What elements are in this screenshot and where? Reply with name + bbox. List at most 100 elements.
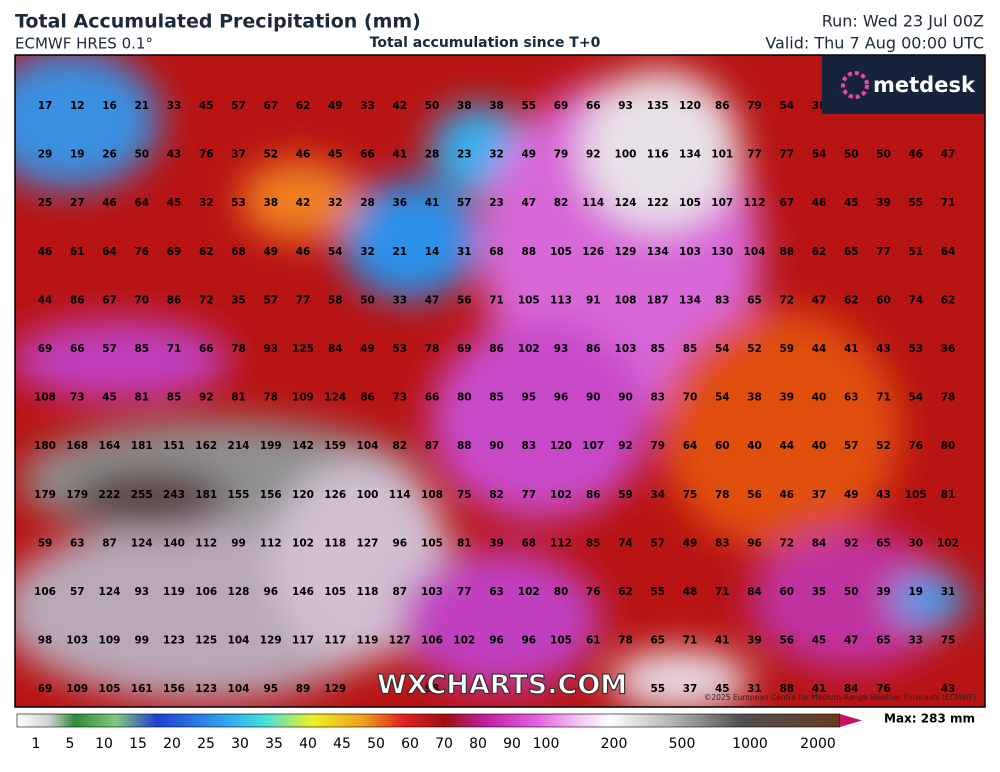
grid-value: 127 bbox=[389, 635, 411, 647]
grid-value: 73 bbox=[70, 392, 85, 404]
grid-value: 76 bbox=[876, 683, 891, 695]
grid-value: 59 bbox=[38, 537, 53, 549]
grid-value: 77 bbox=[779, 149, 794, 161]
grid-value: 129 bbox=[324, 683, 346, 695]
grid-value: 42 bbox=[392, 100, 407, 112]
grid-value: 62 bbox=[199, 246, 214, 258]
grid-value: 124 bbox=[99, 586, 121, 598]
grid-value: 112 bbox=[744, 197, 766, 209]
grid-value: 60 bbox=[876, 294, 891, 306]
grid-value: 109 bbox=[99, 635, 121, 647]
grid-value: 46 bbox=[296, 246, 311, 258]
grid-value: 45 bbox=[199, 100, 214, 112]
grid-value: 85 bbox=[489, 392, 504, 404]
grid-value: 57 bbox=[650, 537, 665, 549]
colorbar-label: 5 bbox=[66, 736, 75, 752]
grid-value: 214 bbox=[228, 440, 250, 452]
grid-value: 65 bbox=[876, 635, 891, 647]
grid-value: 56 bbox=[779, 635, 794, 647]
grid-value: 51 bbox=[908, 246, 923, 258]
grid-value: 84 bbox=[328, 343, 343, 355]
colorbar-label: 30 bbox=[231, 736, 249, 752]
grid-value: 74 bbox=[908, 294, 923, 306]
grid-value: 96 bbox=[489, 635, 504, 647]
grid-value: 92 bbox=[199, 392, 214, 404]
colorbar-label: 60 bbox=[401, 736, 419, 752]
grid-value: 85 bbox=[586, 537, 601, 549]
grid-value: 62 bbox=[618, 586, 633, 598]
grid-value: 76 bbox=[586, 586, 601, 598]
grid-value: 75 bbox=[457, 489, 472, 501]
grid-value: 45 bbox=[844, 197, 859, 209]
grid-value: 80 bbox=[941, 440, 956, 452]
grid-value: 54 bbox=[715, 392, 730, 404]
grid-value: 156 bbox=[260, 489, 282, 501]
grid-value: 102 bbox=[518, 343, 540, 355]
grid-value: 83 bbox=[715, 537, 730, 549]
grid-value: 79 bbox=[554, 149, 569, 161]
grid-value: 86 bbox=[715, 100, 730, 112]
grid-value: 39 bbox=[747, 635, 762, 647]
grid-value: 56 bbox=[457, 294, 472, 306]
grid-value: 78 bbox=[941, 392, 956, 404]
grid-value: 41 bbox=[392, 149, 407, 161]
grid-value: 78 bbox=[715, 489, 730, 501]
grid-value: 36 bbox=[941, 343, 956, 355]
grid-value: 103 bbox=[679, 246, 701, 258]
grid-value: 134 bbox=[679, 294, 701, 306]
grid-value: 76 bbox=[908, 440, 923, 452]
grid-value: 38 bbox=[263, 197, 278, 209]
grid-value: 36 bbox=[392, 197, 407, 209]
grid-value: 35 bbox=[812, 586, 827, 598]
grid-value: 88 bbox=[779, 683, 794, 695]
grid-value: 66 bbox=[360, 149, 375, 161]
grid-value: 108 bbox=[615, 294, 637, 306]
grid-value: 155 bbox=[228, 489, 250, 501]
grid-value: 89 bbox=[296, 683, 311, 695]
grid-value: 86 bbox=[360, 392, 375, 404]
grid-value: 180 bbox=[34, 440, 56, 452]
grid-value: 55 bbox=[650, 683, 665, 695]
grid-value: 103 bbox=[615, 343, 637, 355]
grid-value: 53 bbox=[392, 343, 407, 355]
grid-value: 72 bbox=[779, 537, 794, 549]
grid-value: 67 bbox=[263, 100, 278, 112]
grid-value: 106 bbox=[34, 586, 56, 598]
grid-value: 52 bbox=[747, 343, 762, 355]
grid-value: 103 bbox=[421, 586, 443, 598]
grid-value: 66 bbox=[70, 343, 85, 355]
grid-value: 44 bbox=[38, 294, 53, 306]
grid-value: 58 bbox=[328, 294, 343, 306]
grid-value: 117 bbox=[292, 635, 314, 647]
grid-value: 50 bbox=[844, 149, 859, 161]
grid-value: 161 bbox=[131, 683, 153, 695]
grid-value: 45 bbox=[328, 149, 343, 161]
grid-value: 67 bbox=[102, 294, 117, 306]
grid-value: 86 bbox=[489, 343, 504, 355]
grid-value: 118 bbox=[357, 586, 379, 598]
grid-value: 95 bbox=[263, 683, 278, 695]
grid-value: 107 bbox=[582, 440, 604, 452]
grid-value: 66 bbox=[586, 100, 601, 112]
grid-value: 62 bbox=[296, 100, 311, 112]
grid-value: 27 bbox=[70, 197, 85, 209]
grid-value: 102 bbox=[292, 537, 314, 549]
grid-value: 39 bbox=[489, 537, 504, 549]
grid-value: 96 bbox=[521, 635, 536, 647]
grid-value: 57 bbox=[70, 586, 85, 598]
grid-value: 123 bbox=[195, 683, 217, 695]
grid-value: 79 bbox=[747, 100, 762, 112]
grid-value: 140 bbox=[163, 537, 185, 549]
grid-value: 87 bbox=[425, 440, 440, 452]
colorbar-label: 2000 bbox=[800, 736, 836, 752]
grid-value: 63 bbox=[70, 537, 85, 549]
grid-value: 86 bbox=[70, 294, 85, 306]
grid-value: 66 bbox=[425, 392, 440, 404]
grid-value: 57 bbox=[844, 440, 859, 452]
grid-value: 104 bbox=[228, 635, 250, 647]
grid-value: 50 bbox=[844, 586, 859, 598]
grid-value: 109 bbox=[292, 392, 314, 404]
grid-value: 105 bbox=[550, 246, 572, 258]
grid-value: 62 bbox=[941, 294, 956, 306]
